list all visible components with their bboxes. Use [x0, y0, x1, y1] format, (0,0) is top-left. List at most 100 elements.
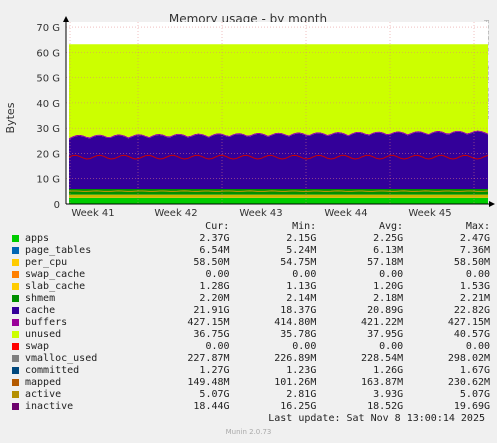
legend-avg-value: 6.13M: [373, 245, 404, 256]
chart: Memory usage - by month Bytes RRDTOOL / …: [4, 12, 495, 219]
legend-max-value: 1.53G: [459, 281, 491, 292]
legend-row-committed: committed 1.27G 1.23G 1.26G 1.67G: [12, 365, 490, 377]
y-tick-label: 60 G: [36, 48, 60, 59]
legend-max-value: 0.00: [465, 269, 491, 280]
y-tick-label: 0: [54, 200, 60, 211]
y-tick-label: 30 G: [36, 124, 60, 135]
y-tick-label: 10 G: [36, 175, 60, 186]
legend-min-value: 18.37G: [280, 305, 317, 316]
line-committed: [68, 154, 489, 160]
legend-max-value: 2.21M: [459, 293, 491, 304]
legend-row-inactive: inactive 18.44G 16.25G 18.52G 19.69G: [12, 401, 490, 413]
legend-label: buffers: [25, 317, 68, 328]
legend-max-value: 7.36M: [459, 245, 491, 256]
legend-cur-value: 21.91G: [193, 305, 230, 316]
legend-label: slab_cache: [25, 281, 86, 292]
x-tick-label: Week 45: [408, 208, 451, 219]
legend-cur-value: 1.27G: [199, 365, 230, 376]
legend-label: inactive: [25, 401, 74, 412]
legend-row-page-tables: page_tables 6.54M 5.24M 6.13M 7.36M: [12, 245, 490, 257]
legend-row-vmalloc-used: vmalloc_used 227.87M 226.89M 228.54M 298.02M: [12, 353, 490, 365]
legend-swatch: [12, 235, 19, 242]
legend-min-value: 2.15G: [286, 233, 317, 244]
legend-max-value: 5.07G: [459, 389, 491, 400]
legend-label: apps: [25, 233, 50, 244]
x-tick-label: Week 44: [324, 208, 367, 219]
area-shmem: [69, 189, 488, 195]
legend-swatch: [12, 331, 19, 338]
header-max: Max:: [465, 221, 490, 232]
legend-max-value: 40.57G: [453, 329, 491, 340]
x-tick-label: Week 41: [71, 208, 114, 219]
legend-label: shmem: [25, 293, 56, 304]
area-cache: [69, 131, 488, 190]
area-unused: [69, 44, 488, 139]
legend-max-value: 2.47G: [459, 233, 491, 244]
legend-cur-value: 2.20M: [199, 293, 230, 304]
legend-label: vmalloc_used: [25, 353, 98, 364]
legend-row-cache: cache 21.91G 18.37G 20.89G 22.82G: [12, 305, 490, 317]
y-axis-label: Bytes: [4, 102, 17, 133]
y-axis-arrow: [63, 16, 69, 22]
legend-row-slab-cache: slab_cache 1.28G 1.13G 1.20G 1.53G: [12, 281, 490, 293]
legend-cur-value: 149.48M: [187, 377, 230, 388]
legend-avg-value: 1.26G: [373, 365, 404, 376]
legend-row-apps: apps 2.37G 2.15G 2.25G 2.47G: [12, 233, 490, 245]
legend-min-value: 54.75M: [280, 257, 317, 268]
legend-min-value: 101.26M: [274, 377, 317, 388]
legend-row-shmem: shmem 2.20M 2.14M 2.18M 2.21M: [12, 293, 490, 305]
legend-row-per-cpu: per_cpu 58.50M 54.75M 57.18M 58.50M: [12, 257, 490, 269]
y-tick-label: 50 G: [36, 74, 60, 85]
legend-min-value: 5.24M: [286, 245, 317, 256]
legend-avg-value: 421.22M: [361, 317, 404, 328]
legend-header: Cur: Min: Avg: Max:: [12, 221, 490, 233]
legend-cur-value: 0.00: [205, 269, 230, 280]
legend-avg-value: 20.89G: [367, 305, 404, 316]
legend-cur-value: 2.37G: [199, 233, 230, 244]
y-tick-label: 40 G: [36, 99, 60, 110]
legend-min-value: 1.23G: [286, 365, 317, 376]
legend-swatch: [12, 343, 19, 350]
header-min: Min:: [292, 221, 317, 232]
legend-avg-value: 57.18M: [367, 257, 404, 268]
legend-min-value: 414.80M: [274, 317, 317, 328]
last-update: Last update: Sat Nov 8 13:00:14 2025: [268, 413, 485, 424]
legend-swatch: [12, 319, 19, 326]
munin-version: Munin 2.0.73: [225, 428, 272, 436]
legend-avg-value: 37.95G: [367, 329, 404, 340]
legend-cur-value: 1.28G: [199, 281, 230, 292]
legend-label: page_tables: [25, 245, 92, 256]
legend-label: committed: [25, 365, 80, 376]
legend-min-value: 226.89M: [274, 353, 317, 364]
area-slab-cache: [69, 194, 488, 198]
legend-max-value: 427.15M: [447, 317, 491, 328]
legend-cur-value: 18.44G: [193, 401, 230, 412]
legend-label: unused: [25, 329, 62, 340]
legend-max-value: 22.82G: [453, 305, 491, 316]
legend: Cur: Min: Avg: Max: apps 2.37G 2.15G 2.25G 2…: [12, 221, 490, 413]
legend-min-value: 16.25G: [280, 401, 317, 412]
legend-min-value: 0.00: [292, 341, 317, 352]
legend-swatch: [12, 271, 19, 278]
legend-min-value: 35.78G: [280, 329, 317, 340]
legend-row-mapped: mapped 149.48M 101.26M 163.87M 230.62M: [12, 377, 490, 389]
legend-swatch: [12, 391, 19, 398]
legend-min-value: 2.81G: [286, 389, 317, 400]
legend-min-value: 1.13G: [286, 281, 317, 292]
y-tick-label: 70 G: [36, 23, 60, 34]
legend-max-value: 58.50M: [453, 257, 491, 268]
area-buffers: [69, 130, 488, 140]
legend-max-value: 19.69G: [453, 401, 491, 412]
legend-label: active: [25, 389, 62, 400]
legend-swatch: [12, 247, 19, 254]
legend-swatch: [12, 283, 19, 290]
legend-label: per_cpu: [25, 257, 68, 268]
legend-max-value: 230.62M: [447, 377, 491, 388]
legend-cur-value: 5.07G: [199, 389, 230, 400]
x-tick-label: Week 43: [239, 208, 282, 219]
legend-label: cache: [25, 305, 56, 316]
legend-swatch: [12, 403, 19, 410]
legend-swatch: [12, 355, 19, 362]
legend-max-value: 0.00: [465, 341, 491, 352]
legend-min-value: 2.14M: [286, 293, 317, 304]
